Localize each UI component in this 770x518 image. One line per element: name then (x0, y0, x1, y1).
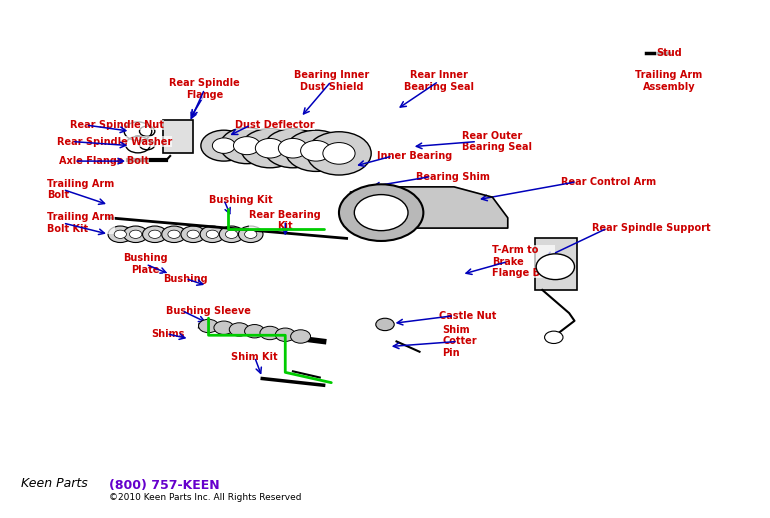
Text: Castle Nut: Castle Nut (439, 311, 496, 321)
Text: Rear Spindle Nut: Rear Spindle Nut (70, 120, 164, 130)
Text: Rear Spindle
Flange: Rear Spindle Flange (169, 78, 240, 100)
Circle shape (162, 226, 186, 242)
Circle shape (220, 127, 274, 164)
Circle shape (323, 142, 355, 164)
Text: Trailing Arm
Bolt: Trailing Arm Bolt (48, 179, 115, 200)
Circle shape (200, 226, 225, 242)
Text: Dust Deflector: Dust Deflector (236, 120, 315, 130)
Circle shape (376, 318, 394, 330)
Circle shape (233, 137, 260, 155)
Circle shape (108, 226, 132, 242)
Circle shape (245, 325, 265, 338)
Text: Rear Inner
Bearing Seal: Rear Inner Bearing Seal (403, 70, 474, 92)
Circle shape (285, 130, 346, 171)
Circle shape (544, 331, 563, 343)
Circle shape (306, 132, 371, 175)
Circle shape (219, 226, 244, 242)
Circle shape (354, 195, 408, 231)
Circle shape (206, 230, 219, 238)
Circle shape (260, 326, 280, 340)
Circle shape (213, 138, 236, 153)
Circle shape (187, 230, 199, 238)
Circle shape (142, 226, 167, 242)
Circle shape (214, 321, 234, 335)
Circle shape (245, 230, 257, 238)
Polygon shape (350, 187, 507, 228)
Text: ©2010 Keen Parts Inc. All Rights Reserved: ©2010 Keen Parts Inc. All Rights Reserve… (109, 493, 301, 501)
Text: T-Arm to
Brake
Flange Bolt: T-Arm to Brake Flange Bolt (492, 245, 555, 278)
Text: Shims: Shims (151, 329, 184, 339)
Bar (534, 238, 577, 290)
Text: Rear Control Arm: Rear Control Arm (561, 177, 657, 186)
Circle shape (181, 226, 206, 242)
Bar (162, 120, 193, 153)
Text: Bushing Sleeve: Bushing Sleeve (166, 306, 251, 315)
Text: Bushing Kit: Bushing Kit (209, 195, 272, 205)
Text: Keen Parts: Keen Parts (21, 477, 87, 490)
Circle shape (201, 130, 247, 161)
Text: Rear Spindle Washer: Rear Spindle Washer (57, 137, 172, 147)
Circle shape (168, 230, 180, 238)
Text: Bearing Inner
Dust Shield: Bearing Inner Dust Shield (293, 70, 369, 92)
Circle shape (276, 328, 295, 341)
Circle shape (279, 138, 307, 158)
Circle shape (114, 230, 126, 238)
Circle shape (123, 226, 148, 242)
Circle shape (226, 230, 238, 238)
Text: Stud: Stud (656, 48, 681, 58)
Circle shape (239, 226, 263, 242)
Text: Inner Bearing: Inner Bearing (377, 151, 453, 161)
Circle shape (536, 254, 574, 280)
Text: Trailing Arm
Bolt Kit: Trailing Arm Bolt Kit (48, 212, 115, 234)
Circle shape (129, 230, 142, 238)
Circle shape (264, 128, 322, 168)
Text: Bearing Shim: Bearing Shim (416, 171, 490, 182)
Circle shape (199, 319, 219, 333)
Text: Rear Bearing
Kit: Rear Bearing Kit (249, 210, 321, 231)
Circle shape (300, 140, 331, 161)
Text: Trailing Arm
Assembly: Trailing Arm Assembly (635, 70, 702, 92)
Text: Axle Flange Bolt: Axle Flange Bolt (59, 156, 149, 166)
Text: Rear Outer
Bearing Seal: Rear Outer Bearing Seal (462, 131, 532, 152)
Circle shape (256, 138, 284, 158)
Text: Bushing: Bushing (163, 274, 208, 283)
Text: Shim Kit: Shim Kit (231, 352, 278, 362)
Text: Shim
Cotter
Pin: Shim Cotter Pin (443, 325, 477, 358)
Text: (800) 757-KEEN: (800) 757-KEEN (109, 479, 219, 492)
Circle shape (229, 323, 249, 336)
Text: Bushing
Plate: Bushing Plate (123, 253, 168, 275)
Circle shape (339, 184, 424, 241)
Text: Rear Spindle Support: Rear Spindle Support (592, 223, 711, 233)
Circle shape (149, 230, 161, 238)
Circle shape (290, 330, 310, 343)
Circle shape (241, 128, 299, 168)
